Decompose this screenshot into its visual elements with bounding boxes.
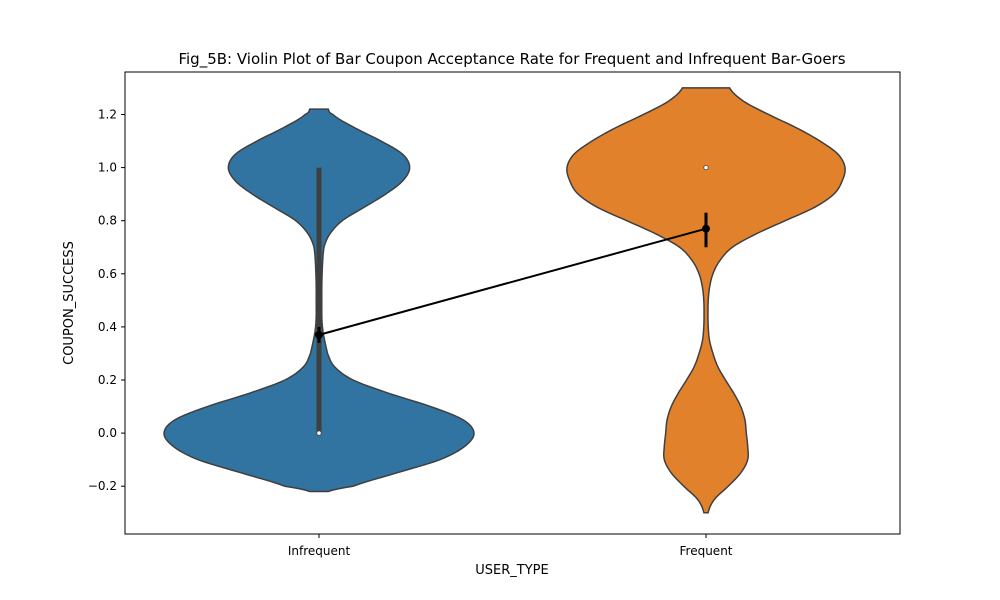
x-axis-label: USER_TYPE <box>475 563 548 578</box>
plot-area-frame <box>124 71 901 535</box>
y-tick-label: 0.6 <box>98 267 117 281</box>
mean-point-frequent <box>702 224 710 233</box>
y-tick-label: 0.2 <box>98 373 117 387</box>
mean-connecting-line <box>318 227 707 336</box>
median-marker-infrequent <box>316 430 322 436</box>
y-tick-label: −0.2 <box>88 479 117 493</box>
y-tick-label: 1.0 <box>98 161 117 175</box>
inner-boxes-layer <box>316 164 709 436</box>
x-axis: Infrequent Frequent <box>288 534 733 558</box>
violin-frequent <box>566 87 846 514</box>
point-plot-layer <box>315 212 710 343</box>
median-marker-frequent <box>703 164 709 171</box>
chart-title: Fig_5B: Violin Plot of Bar Coupon Accept… <box>178 50 845 69</box>
x-tick-label-infrequent: Infrequent <box>288 544 351 558</box>
y-tick-label: 0.8 <box>98 214 117 228</box>
y-tick-label: 1.2 <box>98 107 117 121</box>
y-tick-label: 0.4 <box>98 320 117 334</box>
x-tick-label-frequent: Frequent <box>680 544 733 558</box>
y-axis: −0.2 0.0 0.2 0.4 0.6 0.8 1.0 1.2 <box>88 107 125 493</box>
violins-layer <box>163 87 846 514</box>
mean-point-infrequent <box>315 330 323 339</box>
y-axis-label: COUPON_SUCCESS <box>62 241 77 365</box>
y-tick-label: 0.0 <box>98 426 117 440</box>
